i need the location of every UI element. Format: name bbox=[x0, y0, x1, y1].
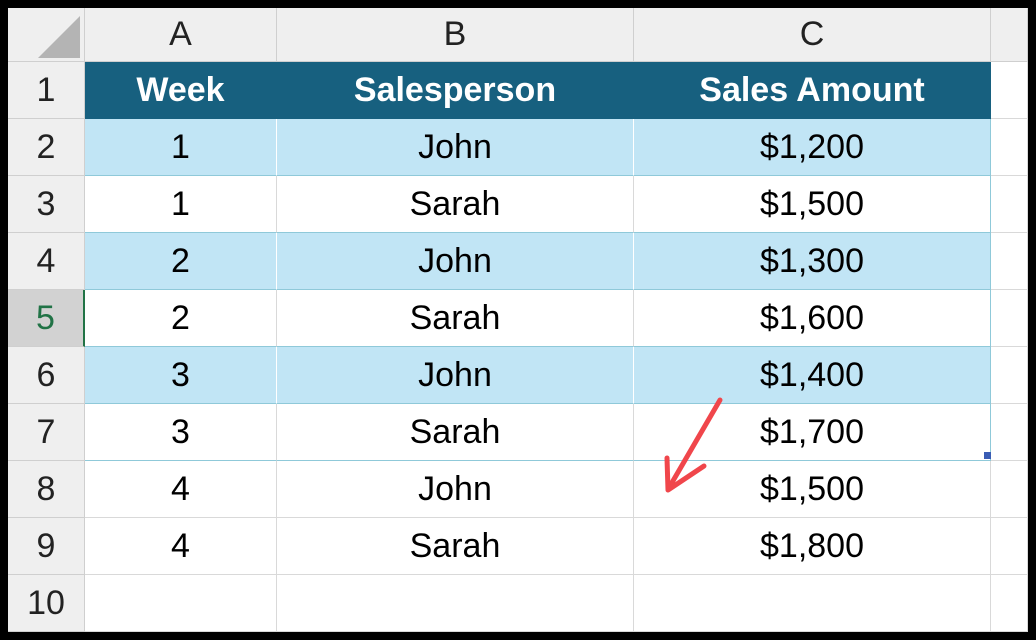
row-header[interactable]: 2 bbox=[8, 119, 85, 176]
cell[interactable]: 4 bbox=[85, 518, 277, 575]
empty-cell[interactable] bbox=[634, 575, 991, 632]
empty-cell[interactable] bbox=[991, 62, 1028, 119]
empty-cell[interactable] bbox=[991, 290, 1028, 347]
column-header[interactable]: C bbox=[634, 8, 991, 62]
cell[interactable]: Salesperson bbox=[277, 62, 634, 119]
row-header[interactable]: 3 bbox=[8, 176, 85, 233]
empty-cell[interactable] bbox=[991, 233, 1028, 290]
row-header[interactable]: 1 bbox=[8, 62, 85, 119]
row-header[interactable]: 10 bbox=[8, 575, 85, 632]
empty-cell[interactable] bbox=[991, 176, 1028, 233]
row-header[interactable]: 4 bbox=[8, 233, 85, 290]
empty-cell[interactable] bbox=[991, 575, 1028, 632]
cell[interactable]: $1,400 bbox=[634, 347, 991, 404]
cell[interactable]: 3 bbox=[85, 404, 277, 461]
column-header[interactable]: A bbox=[85, 8, 277, 62]
empty-cell[interactable] bbox=[277, 575, 634, 632]
cell[interactable]: 4 bbox=[85, 461, 277, 518]
cell[interactable]: Sarah bbox=[277, 290, 634, 347]
row-header[interactable]: 8 bbox=[8, 461, 85, 518]
cell[interactable]: $1,300 bbox=[634, 233, 991, 290]
row-header[interactable]: 5 bbox=[8, 290, 85, 347]
cell[interactable]: $1,800 bbox=[634, 518, 991, 575]
cell[interactable]: John bbox=[277, 461, 634, 518]
column-header[interactable] bbox=[991, 8, 1028, 62]
cell[interactable]: John bbox=[277, 347, 634, 404]
row-header[interactable]: 6 bbox=[8, 347, 85, 404]
empty-cell[interactable] bbox=[85, 575, 277, 632]
cell[interactable]: 2 bbox=[85, 233, 277, 290]
cell[interactable]: John bbox=[277, 233, 634, 290]
cell[interactable]: John bbox=[277, 119, 634, 176]
empty-cell[interactable] bbox=[991, 518, 1028, 575]
cell[interactable]: $1,600 bbox=[634, 290, 991, 347]
cell[interactable]: $1,500 bbox=[634, 461, 991, 518]
cell[interactable]: $1,500 bbox=[634, 176, 991, 233]
corner bbox=[8, 8, 85, 62]
cell[interactable]: $1,200 bbox=[634, 119, 991, 176]
cell[interactable]: $1,700 bbox=[634, 404, 991, 461]
cell[interactable]: 3 bbox=[85, 347, 277, 404]
cell[interactable]: 1 bbox=[85, 119, 277, 176]
cell[interactable]: Sales Amount bbox=[634, 62, 991, 119]
cell[interactable]: Sarah bbox=[277, 176, 634, 233]
empty-cell[interactable] bbox=[991, 404, 1028, 461]
column-header[interactable]: B bbox=[277, 8, 634, 62]
row-header[interactable]: 9 bbox=[8, 518, 85, 575]
cell[interactable]: Sarah bbox=[277, 518, 634, 575]
row-header[interactable]: 7 bbox=[8, 404, 85, 461]
select-all-triangle[interactable] bbox=[8, 8, 85, 62]
cell[interactable]: Sarah bbox=[277, 404, 634, 461]
cell[interactable]: Week bbox=[85, 62, 277, 119]
cell[interactable]: 1 bbox=[85, 176, 277, 233]
empty-cell[interactable] bbox=[991, 119, 1028, 176]
cell[interactable]: 2 bbox=[85, 290, 277, 347]
empty-cell[interactable] bbox=[991, 347, 1028, 404]
empty-cell[interactable] bbox=[991, 461, 1028, 518]
